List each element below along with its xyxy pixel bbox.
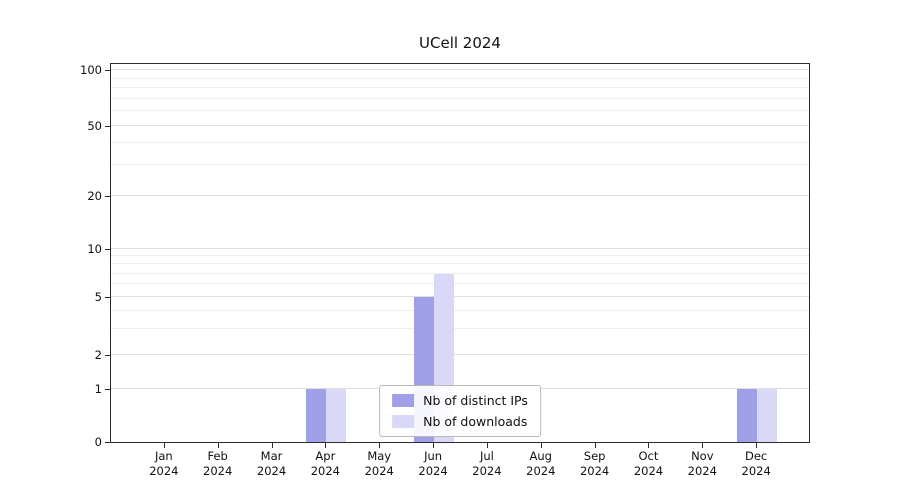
y-tick-label: 0 [94,435,102,449]
y-tick-label: 50 [87,119,102,133]
x-tick-label: May 2024 [364,449,394,478]
x-tick-label: Mar 2024 [256,449,287,478]
x-tick-mark [217,443,219,448]
y-axis-labels: 0 1 2 5 10 20 50 100 [0,63,102,449]
gridline-minor [111,263,809,265]
x-tick-mark [540,443,542,448]
x-tick-label: Jan 2024 [149,449,179,478]
gridline-minor [111,283,809,285]
x-tick-label: Jun 2024 [418,449,448,478]
gridline-minor [111,328,809,330]
y-tick-label: 1 [94,382,102,396]
x-tick-label: Dec 2024 [741,449,771,478]
x-tick-label: Oct 2024 [633,449,664,478]
legend: Nb of distinct IPs Nb of downloads [379,385,541,437]
gridline-minor [111,255,809,257]
x-tick-mark [648,443,650,448]
x-tick-mark [325,443,327,448]
gridline-minor [111,97,809,99]
gridline-minor [111,164,809,166]
x-tick-mark [594,443,596,448]
x-tick-label: Apr 2024 [310,449,341,478]
y-tick-mark [105,249,110,250]
gridline-major [111,195,809,196]
legend-item-distinct-ips: Nb of distinct IPs [392,393,528,408]
y-tick-mark [105,355,110,356]
x-axis-labels: Jan 2024 Feb 2024 Mar 2024 Apr 2024 May 2024 Jun 20… [110,449,810,489]
y-tick-mark [105,70,110,71]
gridline-major [111,354,809,355]
gridline-minor [111,87,809,89]
y-tick-label: 100 [80,63,102,77]
legend-label-distinct-ips: Nb of distinct IPs [423,393,528,408]
y-tick-label: 2 [94,348,102,362]
plot-area: Nb of distinct IPs Nb of downloads [110,63,810,443]
gridline-minor [111,310,809,312]
y-tick-label: 10 [87,242,102,256]
y-tick-mark [105,442,110,443]
chart-title: UCell 2024 [419,34,501,52]
x-tick-mark [433,443,435,448]
legend-swatch-distinct-ips [392,394,415,407]
x-tick-label: Feb 2024 [203,449,233,478]
gridline-major [111,125,809,126]
x-tick-label: Jul 2024 [472,449,502,478]
bar-downloads [757,389,778,442]
legend-swatch-downloads [392,415,415,428]
y-tick-label: 5 [94,290,102,304]
gridline-minor [111,142,809,144]
x-tick-mark [163,443,165,448]
bar-distinct-ips [737,389,758,442]
y-tick-mark [105,196,110,197]
gridline-minor [111,77,809,79]
gridline-minor [111,272,809,274]
y-tick-label: 20 [87,189,102,203]
y-tick-mark [105,297,110,298]
gridline-major [111,69,809,70]
y-tick-mark [105,126,110,127]
x-tick-mark [756,443,758,448]
y-tick-mark [105,389,110,390]
x-tick-label: Aug 2024 [526,449,556,478]
x-tick-mark [379,443,381,448]
gridline-major [111,248,809,249]
bar-distinct-ips [306,389,327,442]
x-tick-mark [271,443,273,448]
x-tick-label: Nov 2024 [687,449,717,478]
x-tick-mark [486,443,488,448]
bar-downloads [326,389,347,442]
x-tick-mark [702,443,704,448]
legend-item-downloads: Nb of downloads [392,414,528,429]
gridline-minor [111,110,809,112]
gridline-major [111,296,809,297]
legend-label-downloads: Nb of downloads [423,414,528,429]
x-tick-label: Sep 2024 [579,449,610,478]
